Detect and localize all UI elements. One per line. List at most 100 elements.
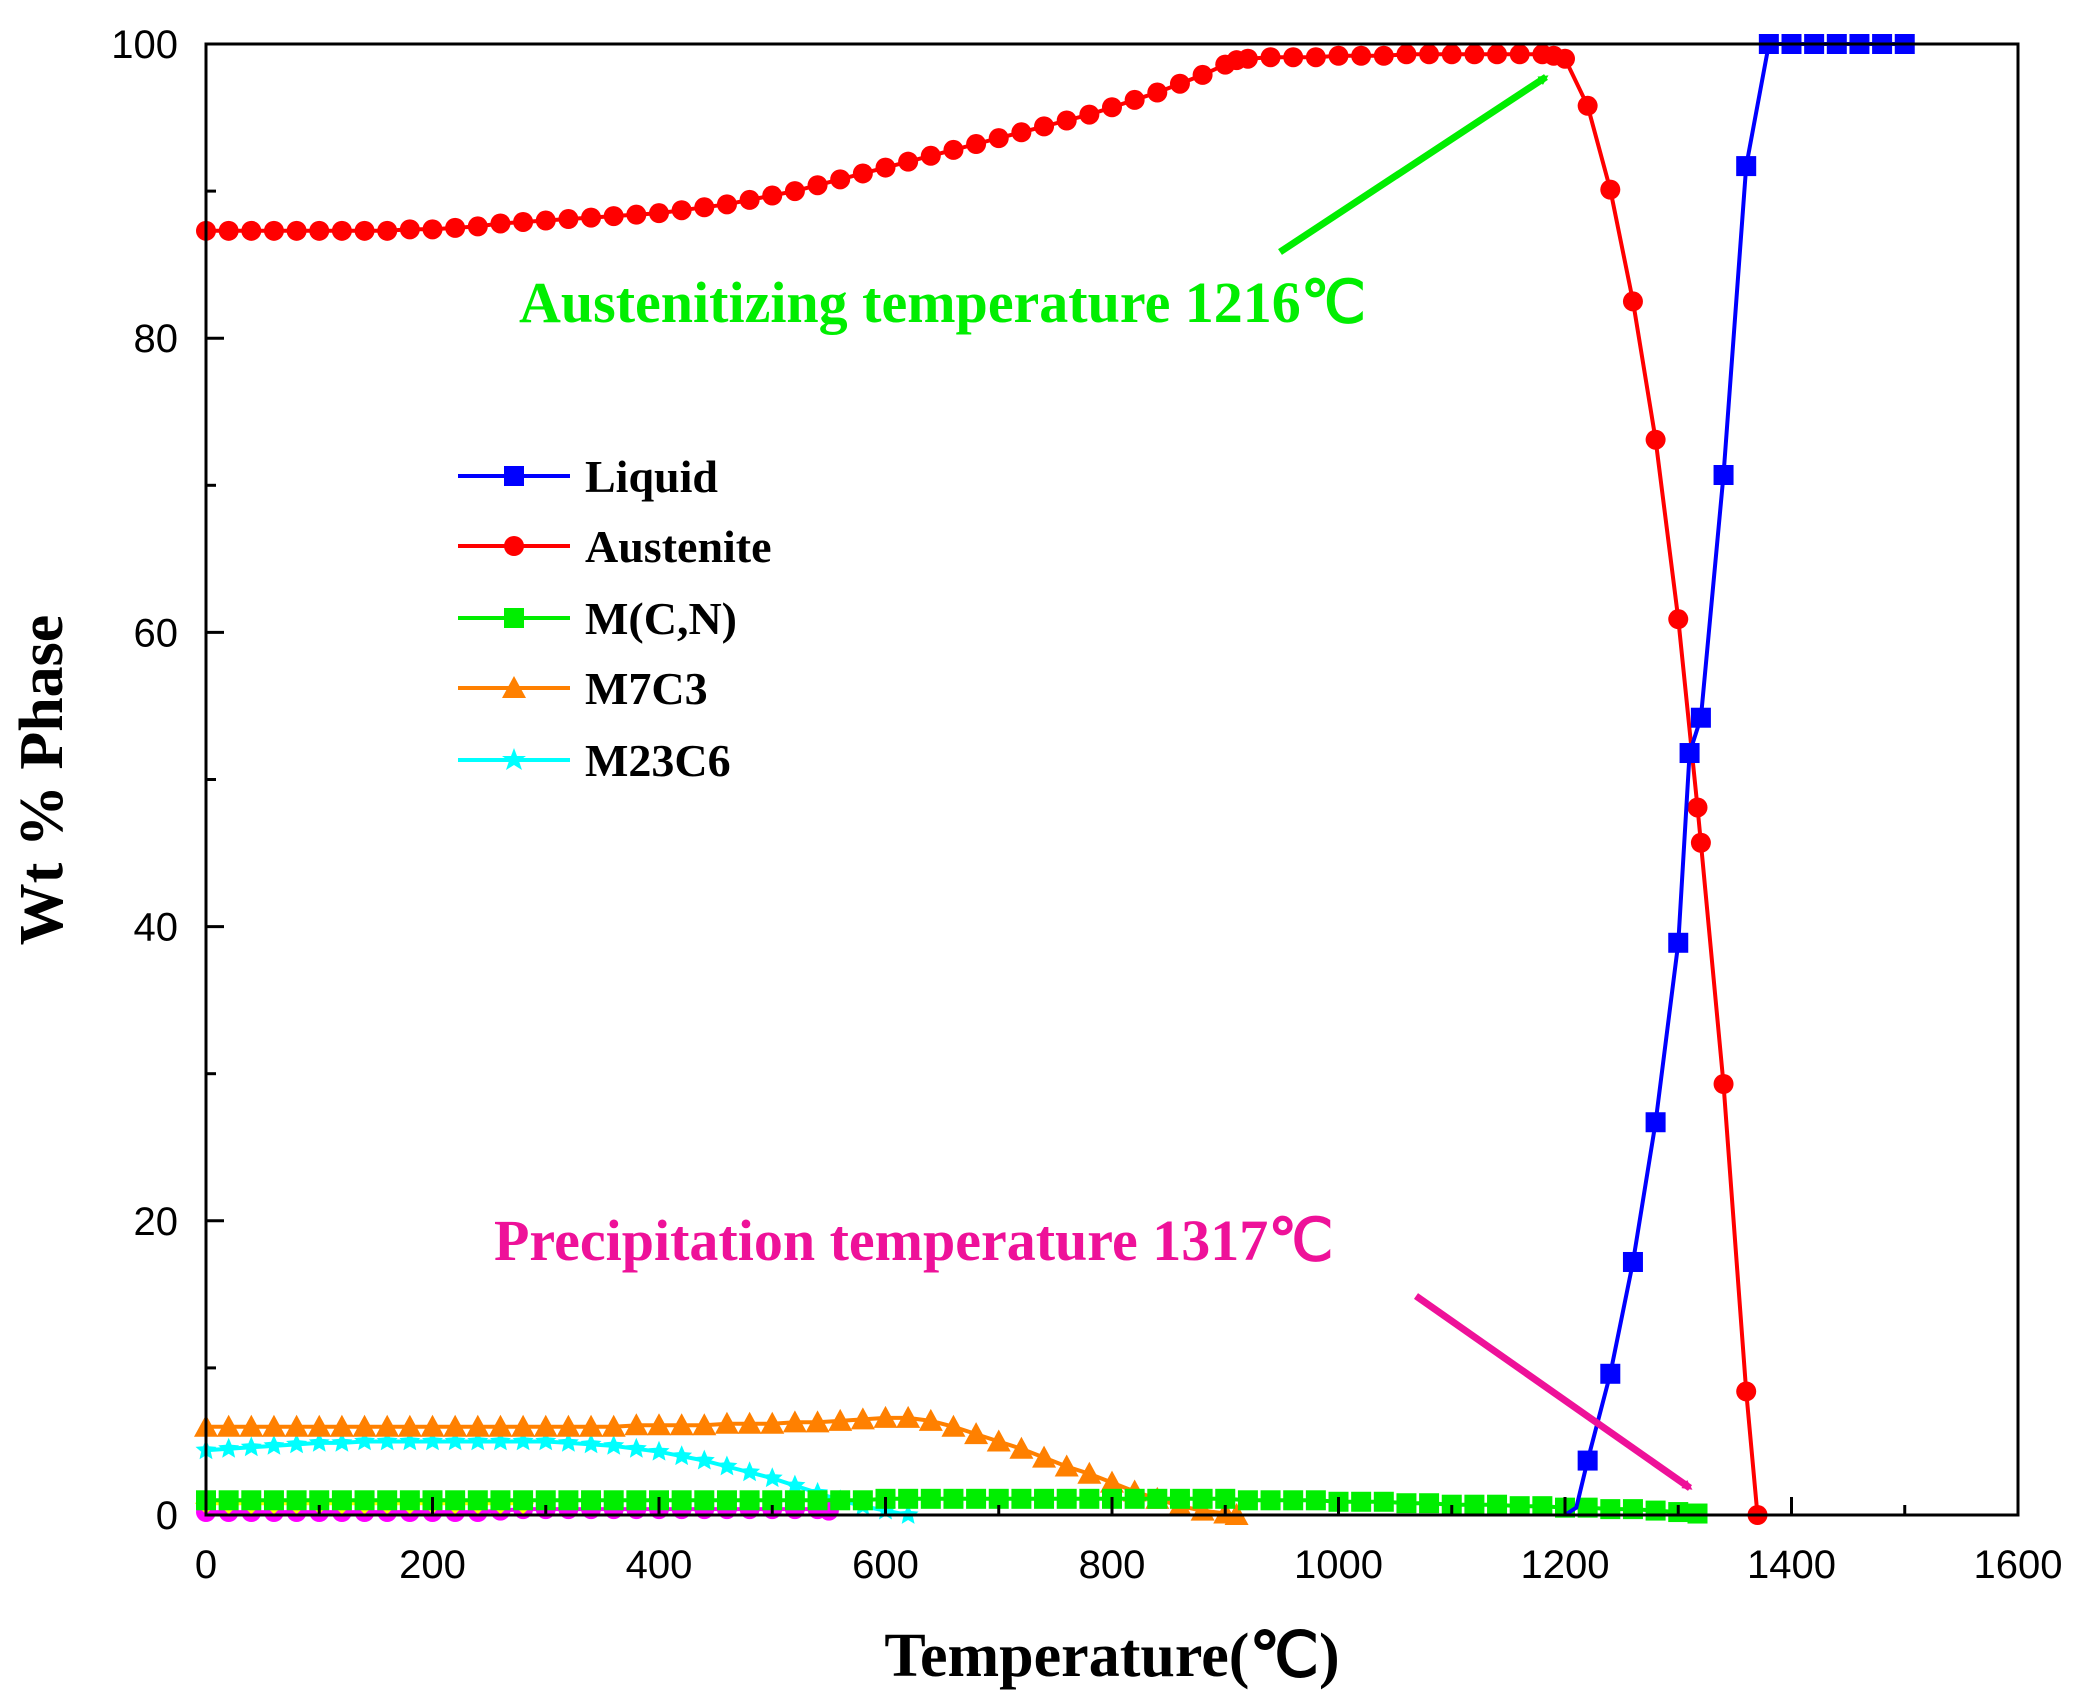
data-point [490, 1430, 511, 1451]
legend-label-m7c3: M7C3 [585, 663, 708, 714]
data-point [556, 1414, 581, 1437]
data-point [535, 1490, 556, 1511]
data-point [286, 1433, 308, 1454]
data-point [1011, 1488, 1032, 1509]
data-point [625, 1437, 647, 1458]
data-point [739, 1461, 761, 1482]
data-point [988, 1488, 1009, 1509]
data-point [354, 1430, 375, 1451]
data-point [850, 1407, 875, 1430]
data-point [784, 181, 805, 202]
data-point [1668, 932, 1689, 953]
data-point [513, 211, 534, 232]
data-point [354, 220, 375, 241]
data-point [1464, 44, 1485, 65]
data-point [422, 1430, 443, 1451]
data-point [1147, 82, 1168, 103]
data-point [739, 189, 760, 210]
x-tick-label: 400 [626, 1543, 693, 1587]
data-point [1396, 44, 1417, 65]
legend-label-liquid: Liquid [585, 451, 718, 502]
data-point [307, 1414, 332, 1437]
data-point [1555, 48, 1575, 69]
data-point [714, 1411, 739, 1434]
legend-marker-triangle [502, 676, 526, 698]
data-point [443, 1414, 468, 1437]
data-point [1577, 1450, 1598, 1471]
data-point [1668, 609, 1689, 630]
data-point [467, 1490, 488, 1511]
data-point [601, 1414, 626, 1437]
data-point [445, 217, 466, 238]
data-point [1509, 44, 1530, 65]
data-point [784, 1474, 806, 1495]
data-point [1056, 1488, 1077, 1509]
x-tick-label: 600 [852, 1543, 919, 1587]
data-point [1328, 45, 1349, 66]
data-point [966, 134, 987, 155]
data-point [1305, 47, 1326, 68]
data-point [852, 163, 873, 184]
data-point [376, 1430, 398, 1451]
series-m7c3 [194, 1405, 1249, 1525]
legend-marker-square [504, 608, 524, 628]
data-point [1034, 116, 1055, 137]
data-point [241, 220, 262, 241]
data-point [512, 1430, 534, 1451]
x-tick-label: 200 [399, 1543, 466, 1587]
data-point [760, 1411, 785, 1434]
data-point [1169, 1488, 1190, 1509]
series-layer [194, 34, 1915, 1525]
data-point [1690, 707, 1711, 728]
data-point [422, 219, 443, 240]
data-point [762, 185, 783, 206]
data-point [579, 1414, 604, 1437]
data-point [399, 1430, 421, 1451]
data-point [1011, 122, 1032, 143]
data-point [581, 207, 602, 228]
data-point [1079, 1488, 1100, 1509]
data-point [533, 1414, 558, 1437]
data-point [692, 1413, 717, 1436]
data-point [399, 219, 420, 240]
data-point [1577, 1497, 1598, 1518]
series-austenite [196, 44, 1768, 1525]
data-point [218, 1437, 240, 1458]
legend-entry-m7c3: M7C3 [458, 663, 708, 714]
data-point [511, 1414, 536, 1437]
data-point [693, 1449, 715, 1470]
x-tick-label: 1400 [1747, 1543, 1836, 1587]
data-point [1622, 1251, 1643, 1272]
data-point [329, 1414, 354, 1437]
annotation-precipitation: Precipitation temperature 1317℃ [494, 1208, 1333, 1273]
data-point [263, 1434, 285, 1455]
data-point [1464, 1494, 1485, 1515]
data-point [807, 1490, 828, 1511]
data-point [1645, 429, 1666, 450]
data-point [1679, 743, 1700, 764]
data-point [1600, 1363, 1621, 1384]
series-m-c-n [196, 1488, 1708, 1524]
data-point [1124, 1488, 1145, 1509]
data-point [490, 213, 511, 234]
legend-label-m23c6: M23C6 [585, 735, 731, 786]
data-point [1169, 73, 1190, 94]
data-point [239, 1414, 264, 1437]
data-point [784, 1490, 805, 1511]
data-point [626, 204, 647, 225]
data-point [805, 1410, 830, 1433]
x-tick-label: 1200 [1521, 1543, 1610, 1587]
x-tick-label: 800 [1079, 1543, 1146, 1587]
data-point [603, 1434, 625, 1455]
data-point [1260, 47, 1281, 68]
data-point [626, 1490, 647, 1511]
data-point [1736, 1381, 1757, 1402]
data-point [739, 1490, 760, 1511]
legend-marker-square [504, 466, 524, 486]
data-point [1283, 47, 1304, 68]
x-tick-label: 1000 [1294, 1543, 1383, 1587]
data-point [694, 1490, 715, 1511]
data-point [1283, 1490, 1304, 1511]
data-point [647, 1413, 671, 1436]
